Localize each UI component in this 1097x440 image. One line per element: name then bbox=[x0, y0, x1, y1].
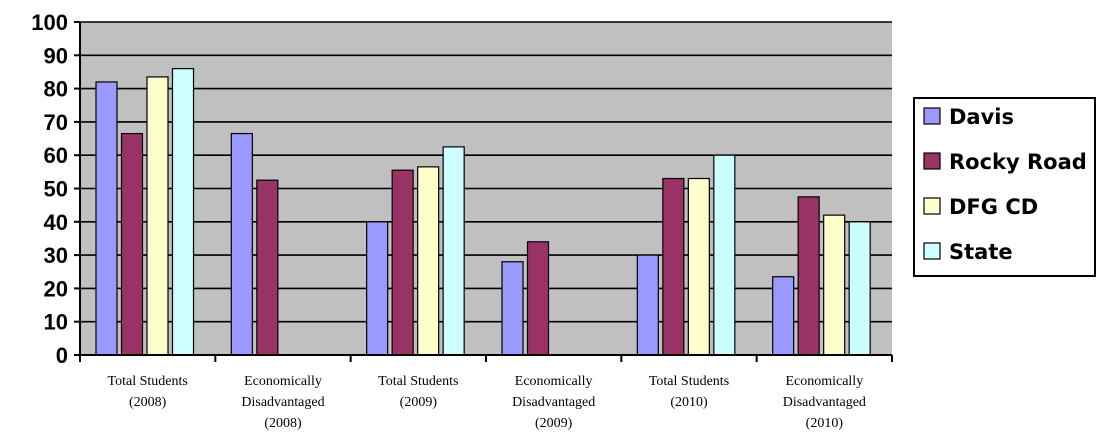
legend-swatch bbox=[923, 197, 941, 215]
x-tick-label: Economically Disadvantaged (2010) bbox=[783, 374, 866, 431]
x-tick-label-line: (2009) bbox=[400, 395, 438, 410]
bar bbox=[417, 166, 440, 356]
bar bbox=[146, 76, 169, 356]
bar bbox=[95, 81, 118, 356]
x-tick-label-line: Disadvantaged bbox=[512, 395, 595, 410]
bar bbox=[713, 154, 736, 356]
x-tick-label-line: (2009) bbox=[535, 416, 573, 431]
y-tick-label: 80 bbox=[44, 77, 68, 102]
bar bbox=[797, 196, 820, 356]
x-tick-label: Economically Disadvantaged (2008) bbox=[241, 374, 324, 431]
bar bbox=[687, 177, 710, 356]
bar bbox=[772, 276, 795, 356]
y-tick-label: 0 bbox=[56, 343, 68, 368]
bar bbox=[120, 132, 144, 356]
legend-label: DFG CD bbox=[949, 195, 1038, 219]
x-tick-label: Total Students (2010) bbox=[649, 374, 729, 410]
y-tick-label: 60 bbox=[44, 143, 68, 168]
x-tick-label-line: Economically bbox=[244, 374, 322, 389]
x-tick-label-line: (2010) bbox=[806, 416, 844, 431]
legend-label: Davis bbox=[949, 105, 1014, 129]
legend-swatch bbox=[923, 107, 941, 125]
bar bbox=[662, 177, 685, 356]
legend-label: State bbox=[949, 240, 1013, 264]
y-tick-label: 50 bbox=[44, 177, 68, 202]
x-tick-label-line: Economically bbox=[515, 374, 593, 389]
x-tick-label-line: Disadvantaged bbox=[783, 395, 866, 410]
bar bbox=[391, 169, 414, 356]
x-tick-label-line: Economically bbox=[785, 374, 863, 389]
bar bbox=[256, 179, 279, 356]
legend-label: Rocky Road bbox=[949, 150, 1087, 174]
legend-box bbox=[913, 97, 1096, 277]
y-tick-label: 10 bbox=[44, 310, 68, 335]
y-tick-label: 100 bbox=[31, 10, 68, 35]
y-tick-label: 70 bbox=[44, 110, 68, 135]
x-tick-label: Total Students (2008) bbox=[108, 374, 188, 410]
x-tick-label-line: Total Students bbox=[378, 374, 458, 389]
y-tick-label: 40 bbox=[44, 210, 68, 235]
x-tick-label-line: Total Students bbox=[649, 374, 729, 389]
bar bbox=[230, 132, 253, 356]
bar bbox=[823, 214, 846, 356]
y-tick-label: 30 bbox=[44, 243, 68, 268]
x-tick-label-line: (2010) bbox=[670, 395, 708, 410]
x-tick-label-line: Total Students bbox=[108, 374, 188, 389]
bars bbox=[95, 68, 871, 356]
bar bbox=[848, 221, 871, 356]
legend-swatch bbox=[923, 242, 941, 260]
x-tick-label: Total Students (2009) bbox=[378, 374, 458, 410]
bar bbox=[171, 68, 195, 356]
y-tick-label: 20 bbox=[44, 276, 68, 301]
x-tick-label-line: (2008) bbox=[264, 416, 302, 431]
legend-swatch bbox=[923, 152, 941, 170]
bar bbox=[442, 146, 465, 356]
y-axis-ticks: 0 10 20 30 40 50 60 70 80 90 100 bbox=[31, 10, 68, 368]
x-tick-label-line: Disadvantaged bbox=[241, 395, 324, 410]
legend: Davis Rocky Road DFG CD State bbox=[913, 97, 1096, 277]
bar bbox=[501, 261, 524, 356]
x-axis-ticks: Total Students (2008) Economically Disadvan… bbox=[108, 374, 866, 431]
axes bbox=[74, 21, 893, 362]
y-tick-label: 90 bbox=[44, 43, 68, 68]
bar bbox=[366, 221, 389, 356]
x-tick-label: Economically Disadvantaged (2009) bbox=[512, 374, 595, 431]
gridlines bbox=[80, 21, 892, 323]
x-tick-label-line: (2008) bbox=[129, 395, 167, 410]
bar bbox=[636, 254, 659, 356]
bar bbox=[526, 241, 550, 356]
